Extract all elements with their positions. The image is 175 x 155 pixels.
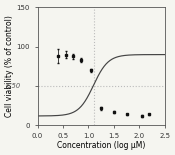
Y-axis label: Cell viability (% of control): Cell viability (% of control) xyxy=(5,16,14,117)
X-axis label: Concentration (log μM): Concentration (log μM) xyxy=(57,141,145,150)
Text: IC50: IC50 xyxy=(6,83,21,89)
